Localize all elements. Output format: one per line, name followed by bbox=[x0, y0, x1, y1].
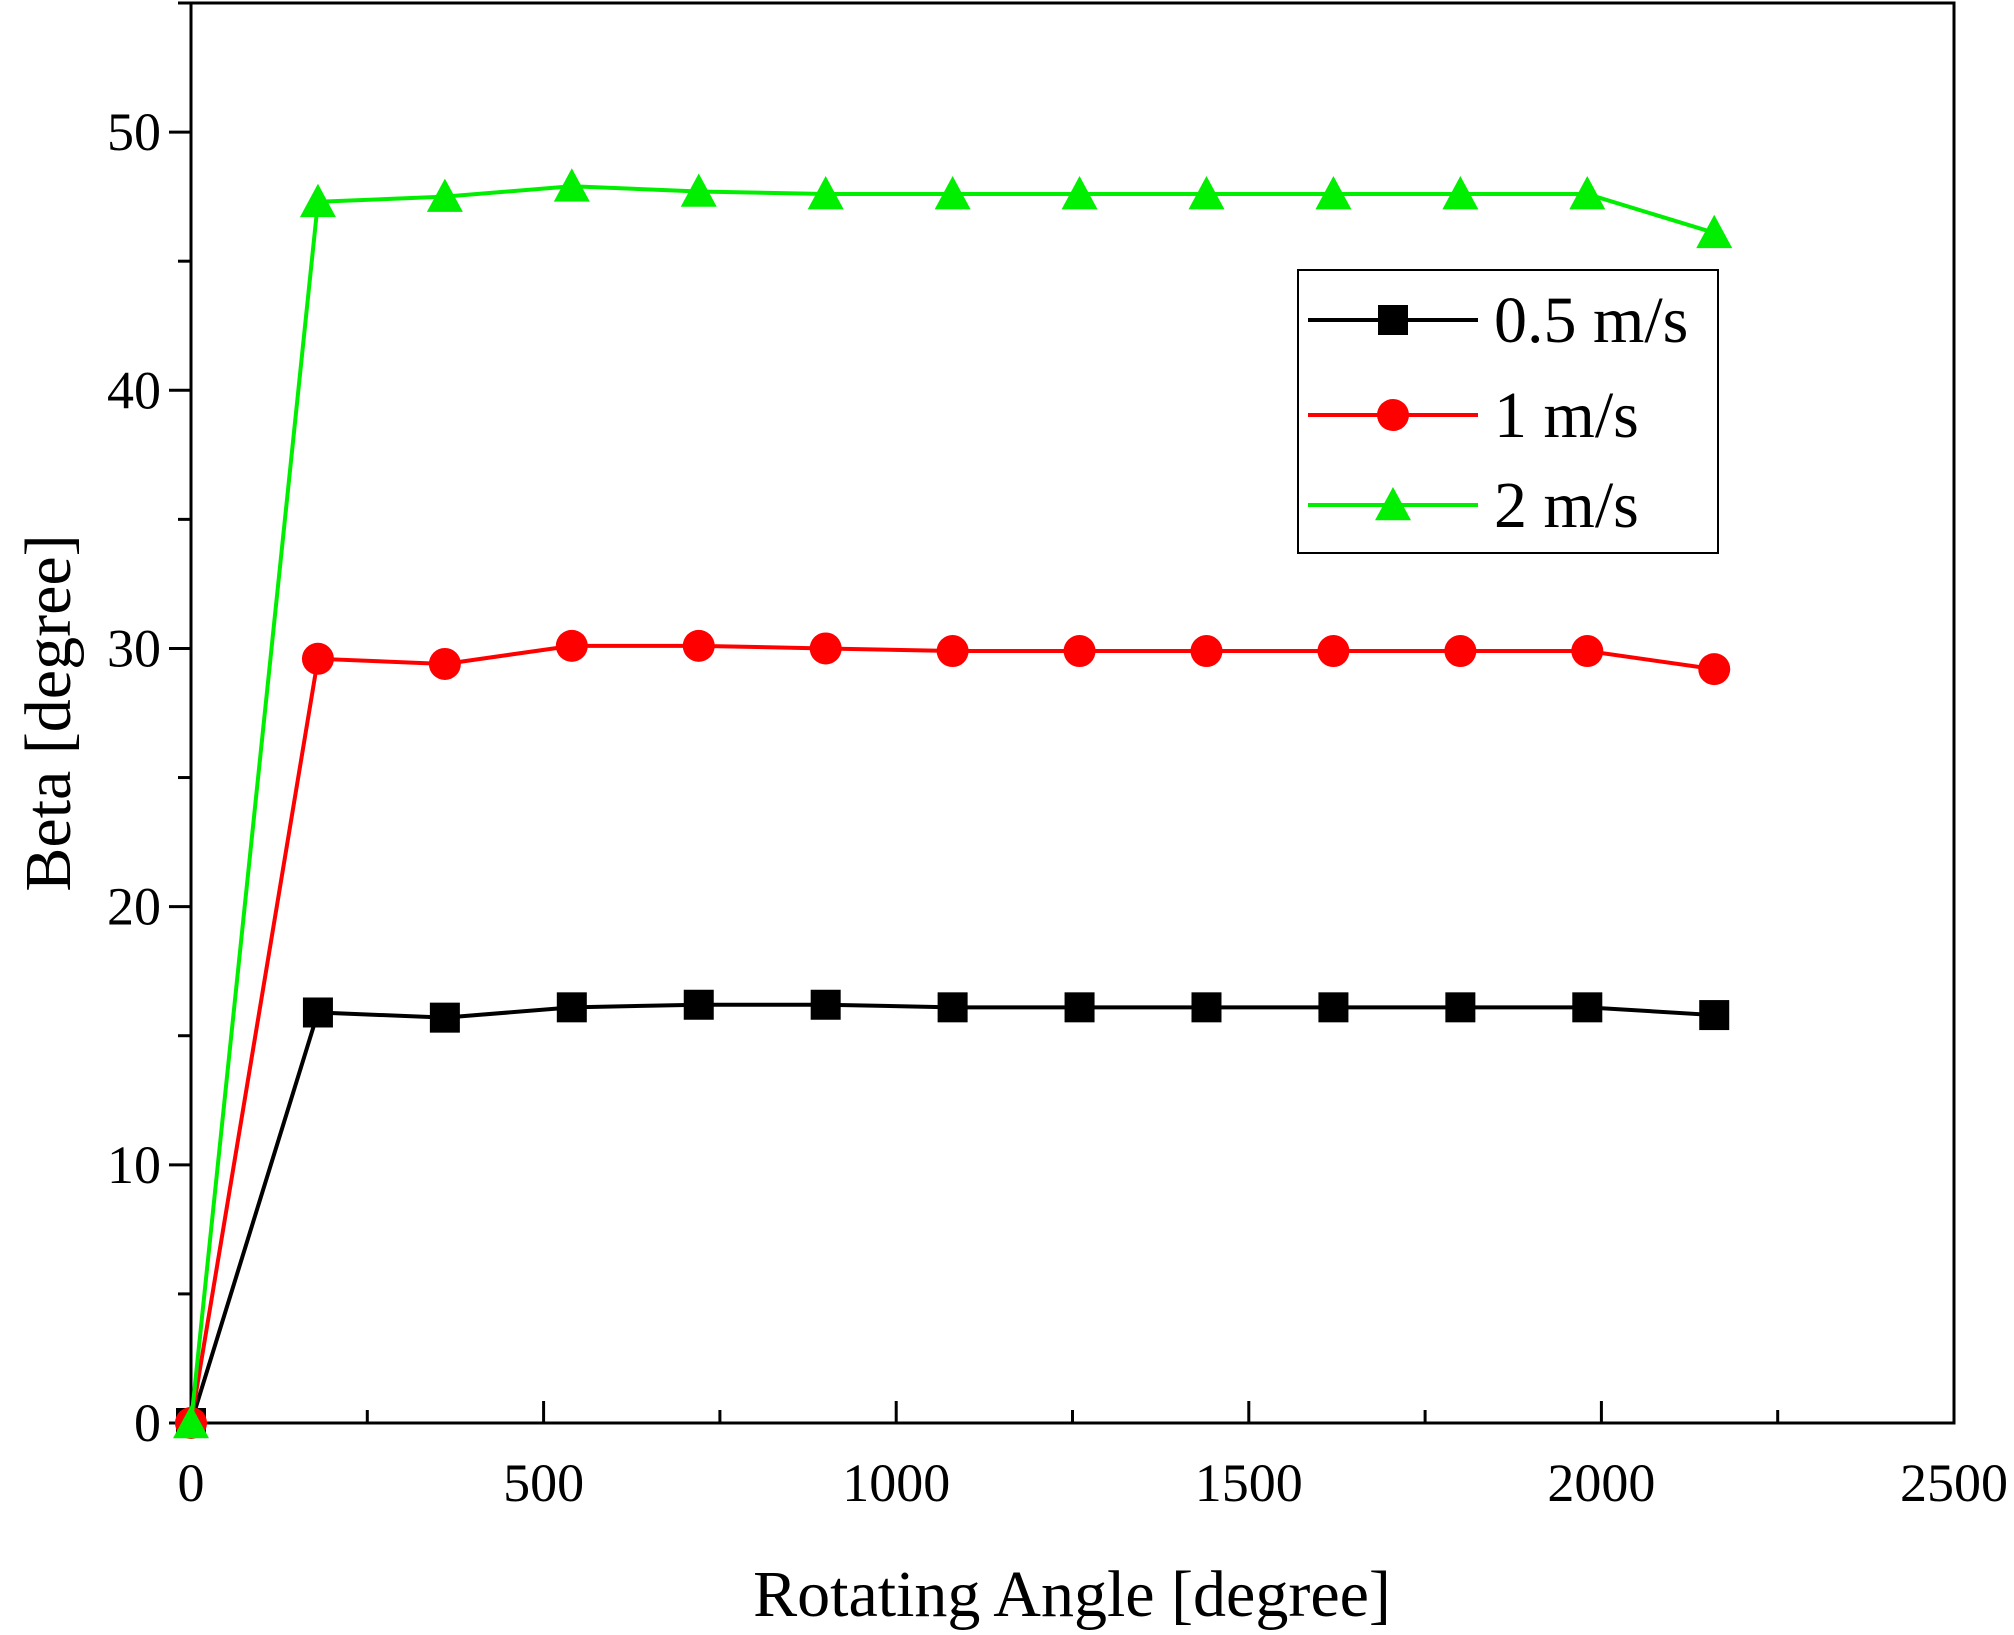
data-point bbox=[1442, 176, 1479, 210]
data-point bbox=[1063, 635, 1096, 668]
series-2 bbox=[175, 629, 1731, 1439]
data-point bbox=[302, 997, 333, 1028]
data-point bbox=[1191, 992, 1222, 1023]
data-point bbox=[556, 992, 587, 1023]
x-axis-title: Rotating Angle [degree] bbox=[753, 1558, 1391, 1631]
data-point bbox=[1188, 176, 1225, 210]
data-point bbox=[555, 629, 588, 662]
data-point bbox=[682, 629, 715, 662]
data-point bbox=[1444, 635, 1477, 668]
data-point bbox=[1061, 176, 1098, 210]
series-line bbox=[189, 643, 1715, 1424]
legend-label: 1 m/s bbox=[1494, 379, 1639, 452]
x-tick-label: 1500 bbox=[1195, 1453, 1303, 1513]
data-point bbox=[1572, 992, 1603, 1023]
data-point bbox=[683, 989, 714, 1020]
series-line bbox=[189, 1002, 1715, 1424]
data-point bbox=[173, 1405, 209, 1439]
x-tick-label: 500 bbox=[503, 1453, 584, 1513]
x-tick-label: 2500 bbox=[1900, 1453, 2008, 1513]
series-3 bbox=[173, 168, 1733, 1439]
data-point bbox=[299, 183, 336, 218]
series-layer bbox=[173, 168, 1733, 1439]
data-point bbox=[936, 635, 969, 668]
legend-marker bbox=[1378, 305, 1408, 335]
y-tick-label: 30 bbox=[107, 618, 161, 678]
data-point bbox=[1698, 653, 1731, 686]
data-point bbox=[1699, 1000, 1730, 1031]
y-tick-label: 40 bbox=[107, 360, 161, 420]
data-point bbox=[1569, 176, 1606, 210]
data-point bbox=[429, 1002, 460, 1033]
data-point bbox=[428, 647, 461, 680]
y-tick-label: 10 bbox=[107, 1135, 161, 1195]
legend-entry: 0.5 m/s bbox=[1308, 284, 1688, 357]
legend-items: 0.5 m/s 1 m/s 2 m/s bbox=[1308, 284, 1688, 542]
legend-label: 2 m/s bbox=[1494, 469, 1639, 542]
data-point bbox=[1190, 635, 1223, 668]
data-point bbox=[1445, 992, 1476, 1023]
data-point bbox=[810, 989, 841, 1020]
data-point bbox=[1064, 992, 1095, 1023]
x-tick-label: 0 bbox=[178, 1453, 205, 1513]
data-point bbox=[807, 176, 844, 210]
x-tick-label: 1000 bbox=[842, 1453, 950, 1513]
y-tick-label: 0 bbox=[134, 1393, 161, 1453]
legend-marker bbox=[1375, 487, 1411, 521]
y-tick-label: 20 bbox=[107, 877, 161, 937]
plot-frame bbox=[189, 1, 1956, 1425]
legend: 0.5 m/s 1 m/s 2 m/s bbox=[1297, 269, 1719, 554]
series-1 bbox=[176, 989, 1730, 1438]
axis-ticks bbox=[169, 1, 1956, 1425]
data-point bbox=[937, 992, 968, 1023]
data-point bbox=[680, 173, 717, 207]
data-point bbox=[1318, 992, 1349, 1023]
data-point bbox=[934, 176, 971, 210]
data-point bbox=[1317, 635, 1350, 668]
legend-label: 0.5 m/s bbox=[1494, 284, 1688, 357]
data-point bbox=[426, 178, 463, 212]
x-tick-label: 2000 bbox=[1547, 1453, 1655, 1513]
axis-tick-labels: 0 500 1000 1500 2000 2500 0 10 20 30 40 50 bbox=[107, 102, 2008, 1513]
data-point bbox=[1696, 214, 1733, 249]
data-point bbox=[1571, 635, 1604, 668]
legend-entry: 1 m/s bbox=[1308, 379, 1639, 452]
y-tick-label: 50 bbox=[107, 102, 161, 162]
data-point bbox=[301, 642, 334, 675]
y-axis-title: Beta [degree] bbox=[12, 534, 85, 891]
data-point bbox=[1315, 176, 1352, 210]
data-point bbox=[809, 632, 842, 665]
legend-marker bbox=[1377, 399, 1409, 431]
data-point bbox=[553, 168, 590, 202]
legend-entry: 2 m/s bbox=[1308, 469, 1639, 542]
